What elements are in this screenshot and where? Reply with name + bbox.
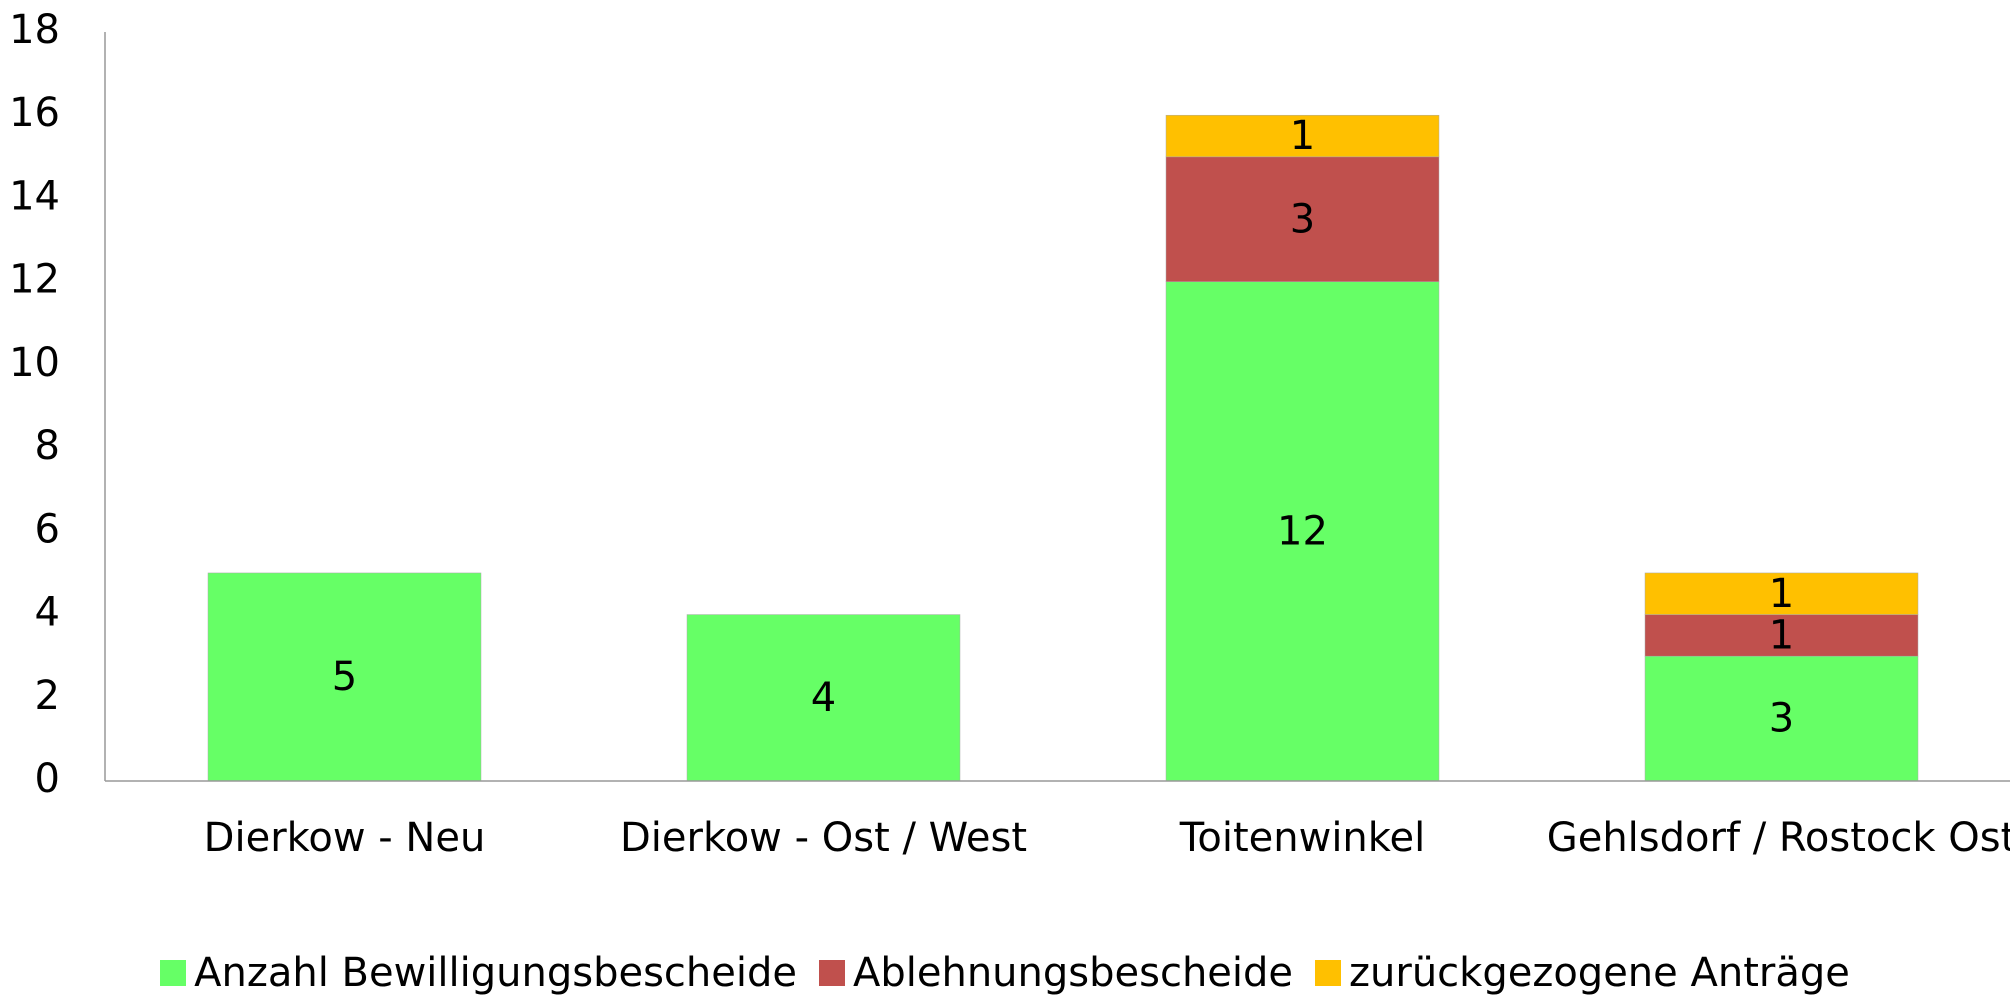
y-tick-label: 8 xyxy=(35,423,60,469)
data-label: 4 xyxy=(811,675,836,721)
bar-segment xyxy=(1644,572,1919,615)
bar-segment xyxy=(1644,614,1919,657)
x-tick-label: Gehlsdorf / Rostock Ost xyxy=(1546,815,2010,861)
legend-item: Ablehnungsbescheide xyxy=(819,950,1293,996)
bar-segment xyxy=(686,614,961,782)
x-tick-label: Dierkow - Ost / West xyxy=(619,815,1027,861)
legend: Anzahl Bewilligungsbescheide Ablehnungsbe… xyxy=(0,950,2010,996)
y-tick-label: 2 xyxy=(35,673,60,719)
data-label: 12 xyxy=(1277,508,1328,554)
legend-label: Ablehnungsbescheide xyxy=(853,950,1294,996)
y-tick-label: 12 xyxy=(9,257,60,303)
data-label: 1 xyxy=(1769,571,1794,617)
legend-label: zurückgezogene Anträge xyxy=(1349,950,1850,996)
bar-segment xyxy=(1165,156,1440,282)
y-tick-label: 18 xyxy=(9,7,60,53)
legend-swatch xyxy=(819,960,845,986)
x-tick-label: Dierkow - Neu xyxy=(203,815,486,861)
legend-item: zurückgezogene Anträge xyxy=(1315,950,1850,996)
x-tick-label: Toitenwinkel xyxy=(1179,815,1426,861)
data-label: 1 xyxy=(1769,612,1794,658)
data-label: 1 xyxy=(1290,113,1315,159)
data-label: 5 xyxy=(332,654,357,700)
bar-segment xyxy=(1644,655,1919,782)
bar-segment xyxy=(1165,281,1440,782)
legend-label: Anzahl Bewilligungsbescheide xyxy=(194,950,797,996)
y-tick-label: 14 xyxy=(9,173,60,219)
legend-swatch xyxy=(1315,960,1342,986)
y-tick-label: 0 xyxy=(35,756,60,802)
data-label: 3 xyxy=(1769,696,1794,742)
y-tick-label: 16 xyxy=(9,90,60,136)
y-tick-label: 10 xyxy=(9,340,60,386)
bar-segment xyxy=(1165,114,1440,158)
legend-item: Anzahl Bewilligungsbescheide xyxy=(160,950,797,996)
legend-swatch xyxy=(160,960,187,986)
y-tick-label: 4 xyxy=(35,590,60,636)
bar-segment xyxy=(207,572,482,782)
data-label: 3 xyxy=(1290,196,1315,242)
y-tick-label: 6 xyxy=(35,506,60,552)
